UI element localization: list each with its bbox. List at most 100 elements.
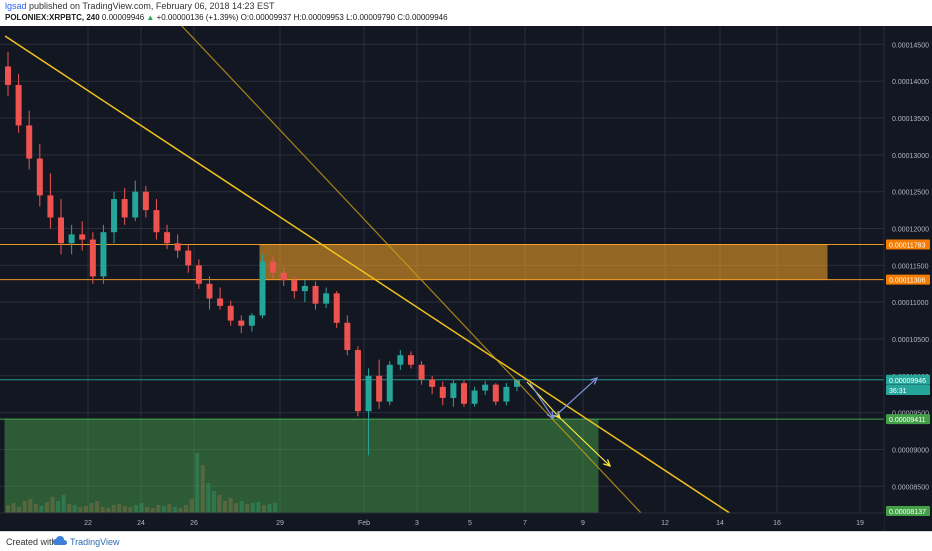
projection-arrow-2 — [559, 417, 611, 467]
candle-body — [47, 195, 54, 218]
y-tick-label: 0.00014500 — [892, 42, 929, 49]
volume-bar — [206, 483, 211, 513]
y-tick-label: 0.00012500 — [892, 190, 929, 197]
candle-body — [238, 320, 245, 326]
volume-bar — [261, 505, 266, 513]
support-zone — [4, 418, 599, 514]
volume-bar — [83, 506, 88, 513]
volume-bar — [100, 507, 105, 513]
candle-body — [68, 234, 75, 244]
volume-bar — [17, 507, 22, 513]
volume-bar — [145, 507, 150, 513]
volume-bar — [239, 501, 244, 513]
candle-body — [312, 285, 319, 304]
projection-arrow-2-head — [603, 459, 612, 468]
symbol-label[interactable]: POLONIEX:XRPBTC, 240 — [5, 13, 100, 22]
x-tick-label: 3 — [415, 520, 419, 527]
volume-bar — [234, 503, 239, 513]
steep-trendline — [181, 26, 659, 531]
x-tick-label: 22 — [84, 520, 92, 527]
volume-bar — [228, 498, 233, 513]
price-tag-label: 0.00008137 — [889, 509, 926, 516]
price-tag-label: 0.00009946 — [889, 378, 926, 385]
open-value: 0.00009937 — [249, 13, 292, 22]
candle-body — [121, 199, 128, 218]
volume-bar — [117, 504, 122, 513]
candle-body — [365, 375, 372, 412]
x-tick-label: 19 — [856, 520, 864, 527]
price-tag — [886, 506, 930, 516]
candle-body — [227, 305, 234, 321]
price-tag-label: 0.00011783 — [889, 242, 926, 249]
y-tick-label: 0.00011000 — [892, 300, 929, 307]
candle-body — [439, 386, 446, 398]
candle-body — [100, 232, 107, 277]
x-tick-label: 12 — [661, 520, 669, 527]
x-tick-label: Feb — [358, 520, 370, 527]
candlestick-series[interactable] — [5, 51, 520, 456]
candle-body — [217, 298, 224, 306]
candle-body — [259, 261, 266, 316]
candle-body — [460, 383, 467, 404]
volume-bar — [184, 505, 189, 513]
y-tick-label: 0.00009500 — [892, 411, 929, 418]
x-tick-label: 7 — [523, 520, 527, 527]
price-tag — [886, 239, 930, 250]
candle-body — [450, 383, 457, 398]
trend-drawings[interactable] — [4, 26, 758, 531]
price-tag-label: 36:31 — [889, 388, 907, 395]
price-tag — [886, 385, 930, 395]
time-axis-labels: 22 24 26 29 Feb 3 5 7 9 12 14 16 19 — [0, 512, 884, 531]
volume-bar — [95, 501, 100, 513]
volume-bar — [161, 506, 166, 513]
change-arrow-icon: ▲ — [146, 13, 155, 22]
price-tag — [886, 274, 930, 285]
published-text: published on TradingView.com, February 0… — [26, 1, 275, 11]
volume-bar — [273, 503, 278, 513]
volume-bar — [67, 504, 72, 513]
candle-body — [185, 250, 192, 266]
chart-header: lgsad published on TradingView.com, Febr… — [0, 0, 932, 26]
volume-bar — [211, 491, 216, 513]
tradingview-cloud-icon — [53, 536, 67, 545]
candle-body — [195, 265, 202, 284]
y-tick-label: 0.00011500 — [892, 263, 929, 270]
blue-arrow-up-head — [590, 376, 599, 385]
candle-body — [89, 239, 96, 277]
volume-bar — [156, 505, 161, 513]
volume-bar — [78, 507, 83, 513]
x-tick-label: 9 — [581, 520, 585, 527]
price-tag-label: 0.00009411 — [889, 417, 926, 424]
volume-bar — [133, 505, 138, 513]
candle-body — [397, 355, 404, 365]
tradingview-brand[interactable]: TradingView — [70, 537, 120, 547]
volume-bar — [245, 504, 250, 513]
footer: Created with TradingView — [0, 531, 932, 551]
candle-body — [514, 380, 520, 387]
volume-bar — [150, 508, 155, 513]
candle-body — [26, 125, 33, 159]
volume-bar — [217, 495, 222, 513]
candle-body — [280, 272, 287, 281]
candle-body — [407, 355, 414, 365]
candle-body — [270, 261, 277, 273]
y-tick-label: 0.00014000 — [892, 79, 929, 86]
y-tick-label: 0.00009000 — [892, 447, 929, 454]
candle-body — [429, 379, 436, 387]
volume-bar — [172, 507, 177, 513]
candle-body — [164, 232, 171, 244]
volume-bar — [50, 497, 55, 513]
open-label: O: — [240, 13, 250, 22]
candle-body — [174, 243, 181, 251]
candle-body — [142, 191, 149, 211]
publisher-link[interactable]: lgsad — [5, 1, 27, 11]
candle-body — [79, 234, 86, 240]
candle-body — [386, 364, 393, 402]
volume-bar — [39, 506, 44, 513]
high-label: H: — [293, 13, 302, 22]
candle-body — [15, 84, 22, 126]
y-tick-label: 0.00010500 — [892, 337, 929, 344]
price-chart[interactable]: 0.00014500 0.00014000 0.00013500 0.00013000… — [0, 26, 932, 531]
volume-bar — [33, 504, 38, 513]
volume-bar — [128, 507, 133, 513]
